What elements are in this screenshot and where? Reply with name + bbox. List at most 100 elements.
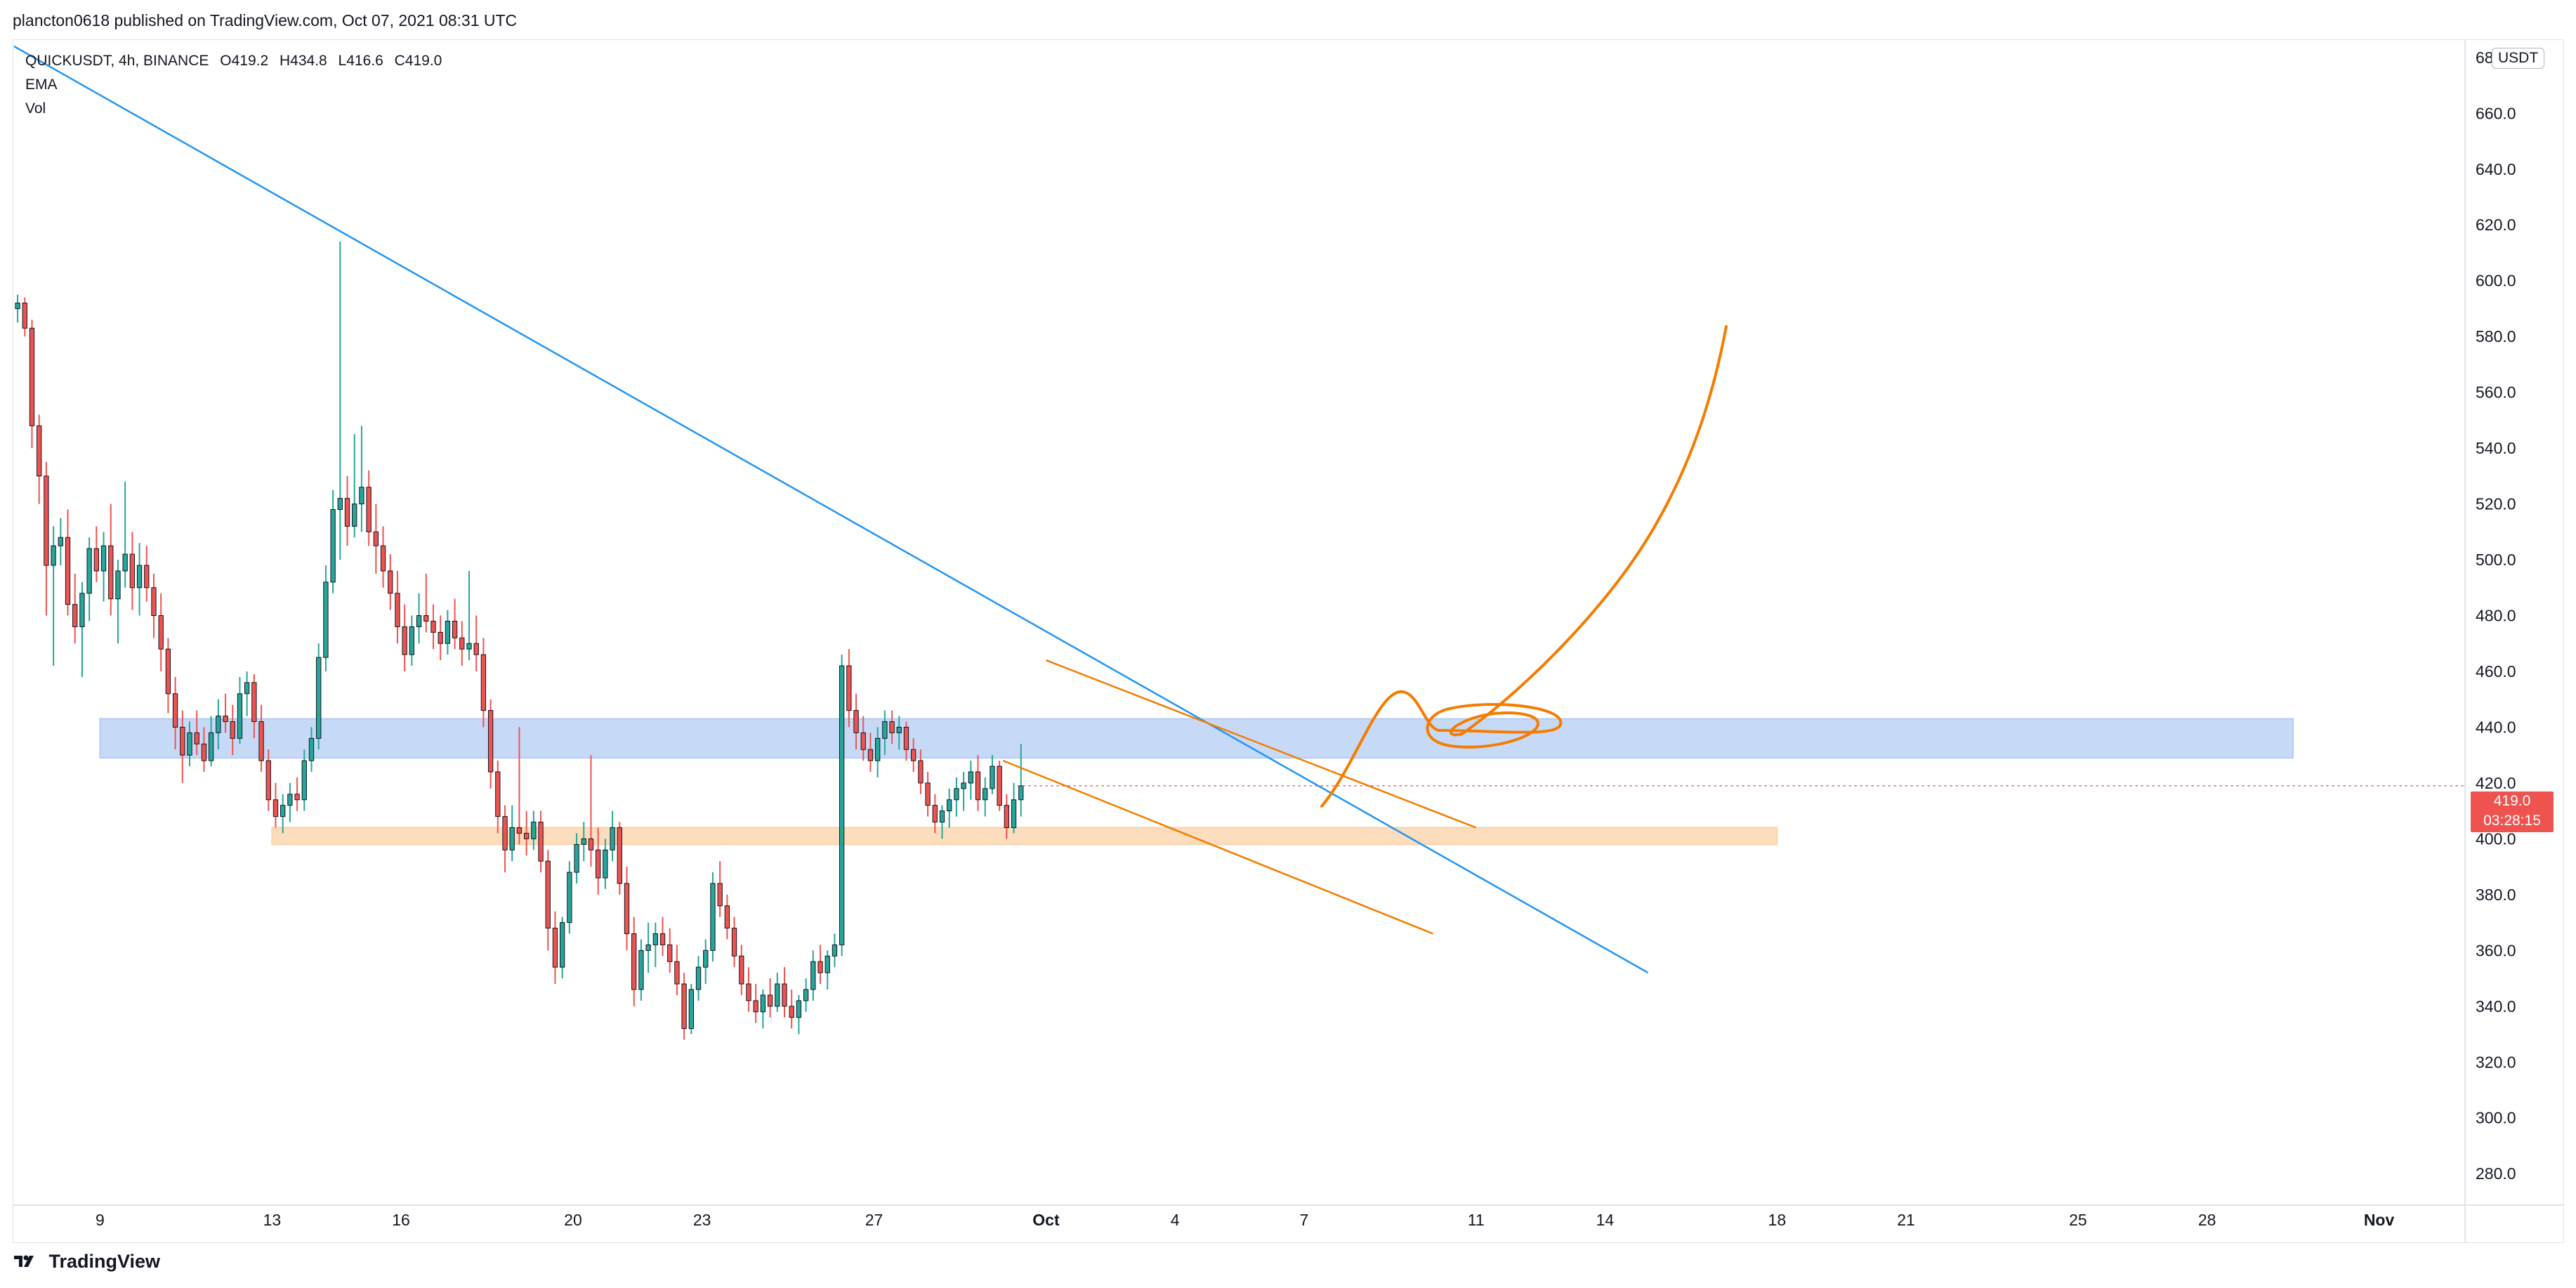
candle-body xyxy=(746,983,751,1001)
candle-body xyxy=(659,933,666,945)
candle-body xyxy=(438,631,443,644)
time-tick-label: 9 xyxy=(96,1211,105,1229)
candle-body xyxy=(983,788,988,801)
time-tick-label: 11 xyxy=(1468,1211,1485,1229)
time-tick-label: 27 xyxy=(865,1211,883,1229)
price-tick-label: 460.0 xyxy=(2476,662,2516,681)
price-tick-label: 320.0 xyxy=(2476,1053,2516,1071)
price-tick-label: 480.0 xyxy=(2476,607,2516,625)
candle-body xyxy=(911,749,916,761)
time-tick-label: 13 xyxy=(263,1211,282,1229)
candle-body xyxy=(961,782,966,789)
candle-body xyxy=(674,961,680,985)
candle-body xyxy=(681,983,687,1030)
candle-body xyxy=(337,498,343,511)
candle-body xyxy=(237,693,243,739)
candle-body xyxy=(452,620,458,638)
price-tick-label: 540.0 xyxy=(2476,439,2516,457)
resistance-zone xyxy=(99,718,2294,759)
drawings-layer xyxy=(13,45,2465,974)
candle-body xyxy=(502,816,508,850)
time-tick-label: 16 xyxy=(392,1211,410,1229)
candle-body xyxy=(230,721,235,739)
candle-body xyxy=(1018,785,1024,801)
candle-body xyxy=(789,1006,794,1018)
candle-body xyxy=(817,961,823,973)
candle-body xyxy=(918,760,924,784)
candle-body xyxy=(29,327,35,426)
chart-frame xyxy=(13,39,2564,1243)
time-tick-label: 18 xyxy=(1768,1211,1787,1229)
candle-body xyxy=(516,827,523,834)
candle-body xyxy=(631,933,637,990)
candle-body xyxy=(301,760,307,801)
candle-body xyxy=(395,593,400,627)
candle-body xyxy=(344,498,350,527)
price-tick-label: 660.0 xyxy=(2476,104,2516,122)
candle-body xyxy=(739,955,744,985)
ohlc-open: O419.2 xyxy=(220,53,269,69)
candle-body xyxy=(717,883,723,907)
candle-body xyxy=(724,905,730,929)
bar-countdown: 03:28:15 xyxy=(2483,813,2541,829)
footer-brand[interactable]: TradingView xyxy=(14,1251,160,1273)
candle-body xyxy=(975,771,981,801)
candle-body xyxy=(480,654,487,711)
candle-body xyxy=(903,726,909,750)
time-tick-label: 7 xyxy=(1299,1211,1308,1229)
candle-body xyxy=(810,961,816,990)
candle-body xyxy=(588,838,594,850)
candle-body xyxy=(388,570,393,594)
candle-body xyxy=(158,615,164,650)
candle-body xyxy=(65,537,71,605)
channel-lower-line xyxy=(1002,759,1433,935)
chart-legend: QUICKUSDT, 4h, BINANCE O419.2 H434.8 L41… xyxy=(25,49,442,121)
candle-body xyxy=(258,721,264,761)
candle-body xyxy=(603,849,608,879)
candle-body xyxy=(523,832,530,839)
time-tick-label: 28 xyxy=(2198,1211,2216,1229)
candle-body xyxy=(423,615,429,622)
candle-body xyxy=(853,710,859,733)
indicator-ema[interactable]: EMA xyxy=(25,77,58,93)
time-tick-label: 21 xyxy=(1897,1211,1915,1229)
candle-body xyxy=(596,849,601,879)
candle-body xyxy=(431,620,436,633)
candle-body xyxy=(939,810,945,823)
candle-body xyxy=(538,822,544,862)
candle-body xyxy=(72,604,78,627)
candle-body xyxy=(1011,799,1017,829)
candle-body xyxy=(330,509,336,583)
candle-body xyxy=(688,989,695,1030)
candle-body xyxy=(51,545,56,566)
candle-body xyxy=(846,665,852,711)
candle-body xyxy=(947,799,952,812)
candle-body xyxy=(552,928,558,968)
symbol-label: QUICKUSDT, 4h, BINANCE xyxy=(25,53,209,69)
candle-body xyxy=(144,565,150,589)
candle-body xyxy=(287,794,293,806)
indicator-vol[interactable]: Vol xyxy=(25,100,46,117)
time-tick-label: 25 xyxy=(2069,1211,2087,1229)
currency-unit-button[interactable]: USDT xyxy=(2492,48,2545,69)
candle-body xyxy=(316,657,322,739)
price-axis: 280.0 300.0 320.0 340.0 360.0 380.0 400.0 420.0… xyxy=(2464,39,2516,1243)
time-tick-label: Oct xyxy=(1032,1211,1060,1229)
candle-body xyxy=(731,928,737,957)
candle-body xyxy=(610,827,615,850)
candle-body xyxy=(839,665,845,945)
candle-body xyxy=(165,648,171,695)
candle-body xyxy=(308,737,315,761)
time-tick-label: 23 xyxy=(693,1211,711,1229)
price-tick-label: 600.0 xyxy=(2476,272,2516,290)
candle-body xyxy=(244,682,250,695)
candle-body xyxy=(459,637,465,650)
candle-body xyxy=(402,626,407,655)
ohlc-high: H434.8 xyxy=(279,53,327,69)
candle-body xyxy=(968,771,973,784)
candle-body xyxy=(37,425,42,477)
publisher-line: plancton0618 published on TradingView.co… xyxy=(13,11,518,29)
candle-body xyxy=(652,933,658,945)
price-tick-label: 380.0 xyxy=(2476,886,2516,904)
